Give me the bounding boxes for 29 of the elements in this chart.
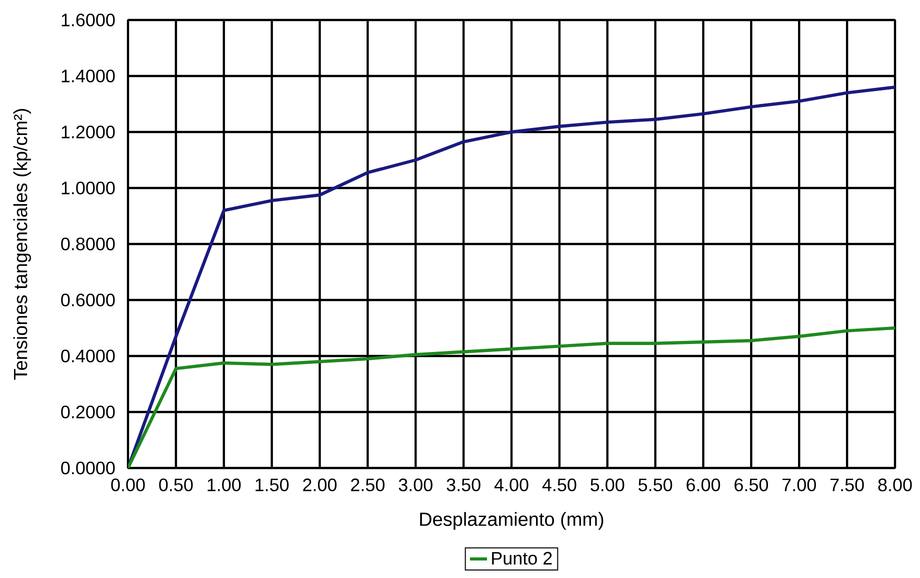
legend-label: Punto 2 <box>492 552 552 565</box>
x-tick-label: 6.00 <box>686 478 720 492</box>
y-tick-label: 0.4000 <box>61 350 115 362</box>
x-tick-label: 8.00 <box>878 478 912 492</box>
y-axis-title: Tensiones tangenciales (kp/cm²) <box>13 109 32 380</box>
y-tick-label: 0.0000 <box>61 462 115 474</box>
x-tick-label: 5.50 <box>638 478 672 492</box>
x-tick-label: 1.00 <box>208 478 241 492</box>
x-tick-label: 3.50 <box>446 478 480 492</box>
x-tick-label: 5.00 <box>590 478 624 492</box>
x-tick-label: 4.50 <box>542 478 576 492</box>
y-tick-label: 1.0000 <box>62 182 115 194</box>
x-tick-label: 2.00 <box>303 478 337 492</box>
x-tick-label: 3.00 <box>398 478 432 492</box>
x-tick-label: 4.00 <box>494 478 528 492</box>
x-tick-label: 0.00 <box>111 478 145 492</box>
y-tick-label: 0.6000 <box>61 294 115 306</box>
x-axis-title: Desplazamiento (mm) <box>420 512 604 530</box>
x-tick-label: 6.50 <box>734 478 768 492</box>
x-tick-label: 0.50 <box>159 478 193 492</box>
x-tick-label: 7.50 <box>830 478 864 492</box>
y-tick-label: 0.8000 <box>61 238 115 250</box>
x-tick-label: 2.50 <box>351 478 385 492</box>
x-tick-label: 1.50 <box>256 478 289 492</box>
y-tick-label: 0.2000 <box>61 406 115 418</box>
y-tick-label: 1.2000 <box>62 126 115 138</box>
y-tick-label: 1.4000 <box>62 70 115 82</box>
y-tick-label: 1.6000 <box>62 14 115 26</box>
x-tick-label: 7.00 <box>782 478 816 492</box>
